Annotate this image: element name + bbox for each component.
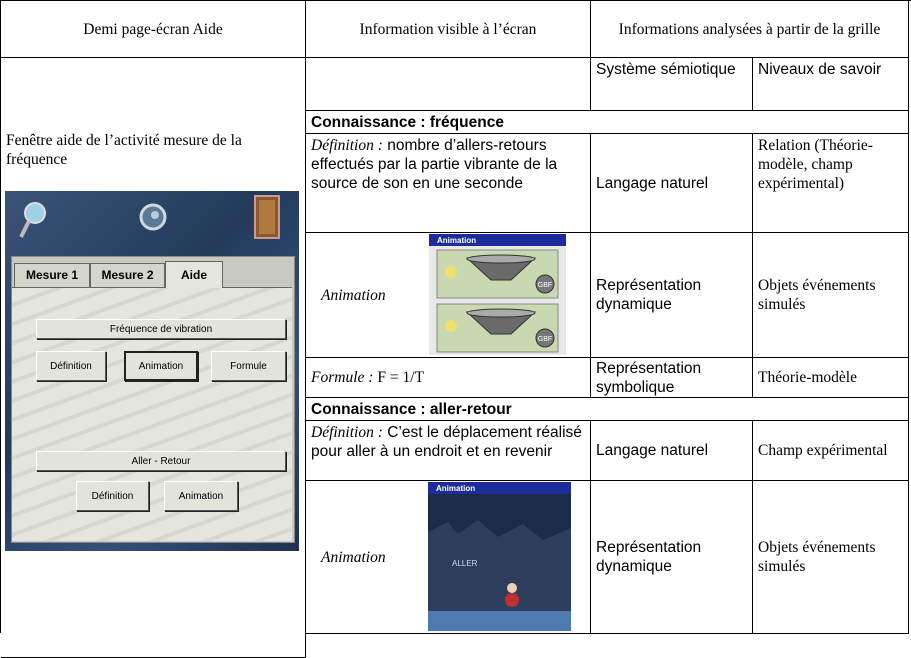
row-label: Définition : — [311, 424, 383, 441]
subheader-cell: Niveaux de savoir — [753, 58, 909, 111]
content-cell: Animation Animation ALLER — [306, 481, 591, 634]
character-head — [507, 583, 517, 593]
left-cell: Fenêtre aide de l’activité mesure de la … — [1, 58, 306, 658]
bulb — [445, 266, 457, 278]
system-text: Représentation dynamique — [596, 277, 702, 313]
tab[interactable]: Mesure 1 — [14, 263, 90, 287]
header-text: Informations analysées à partir de la gr… — [618, 20, 881, 38]
header-text: Information visible à l’écran — [359, 20, 537, 38]
level-cell: Objets événements simulés — [753, 233, 909, 358]
speaker-rim — [466, 254, 536, 264]
button[interactable]: Définition — [76, 481, 149, 511]
bulb — [445, 320, 457, 332]
level-cell: Champ expérimental — [753, 421, 909, 481]
row-text: nombre d’allers-retours effectués par la… — [311, 137, 558, 192]
system-text: Représentation dynamique — [596, 539, 702, 575]
left-caption: Fenêtre aide de l’activité mesure de la … — [6, 132, 242, 168]
tab[interactable]: Mesure 2 — [90, 263, 165, 287]
ground — [428, 611, 571, 631]
system-cell: Représentation dynamique — [591, 481, 753, 634]
level-cell: Objets événements simulés — [753, 481, 909, 634]
row-text: C’est le déplacement réalisé pour aller … — [311, 424, 582, 460]
header-text: Demi page-écran Aide — [83, 20, 223, 38]
header-cell: Information visible à l’écran — [306, 1, 591, 58]
section-title-cell: Connaissance : fréquence — [306, 111, 909, 134]
level-cell: Théorie-modèle — [753, 358, 909, 398]
button[interactable]: Définition — [36, 351, 106, 381]
system-cell: Langage naturel — [591, 421, 753, 481]
system-cell: Représentation symbolique — [591, 358, 753, 398]
header-cell: Demi page-écran Aide — [1, 1, 306, 58]
title-bar — [428, 482, 571, 494]
aller-label: ALLER — [452, 559, 478, 568]
toolbar-icons — [19, 195, 280, 239]
level-text: Relation (Théorie-modèle, champ expérime… — [758, 137, 873, 192]
button[interactable]: Fréquence de vibration — [36, 319, 286, 339]
screenshot: Mesure 1 Mesure 2 Aide Fréquence de vibr… — [5, 191, 299, 551]
subheader-cell: Système sémiotique — [591, 58, 753, 111]
gbf-knob — [535, 328, 555, 348]
row-text: F = 1/T — [377, 369, 425, 386]
system-cell: Représentation dynamique — [591, 233, 753, 358]
section-title-cell: Connaissance : aller-retour — [306, 398, 909, 421]
system-cell: Langage naturel — [591, 134, 753, 233]
button[interactable]: Formule — [211, 351, 286, 381]
image-title: Animation — [437, 236, 476, 245]
empty-cell — [306, 58, 591, 111]
system-text: Représentation symbolique — [596, 359, 702, 396]
content-cell: Définition : C’est le déplacement réalis… — [306, 421, 591, 481]
row-label: Animation — [321, 286, 386, 304]
animation-image: Animation ALLER — [428, 482, 571, 631]
level-text: Champ expérimental — [758, 442, 888, 459]
help-panel: Mesure 1 Mesure 2 Aide Fréquence de vibr… — [11, 256, 295, 543]
speaker-rim — [466, 308, 536, 318]
row-label: Définition : — [311, 137, 383, 154]
button[interactable]: Aller - Retour — [36, 451, 286, 471]
gbf-label: GBF — [538, 336, 552, 343]
button[interactable]: Animation — [124, 351, 198, 381]
button[interactable]: Animation — [164, 481, 238, 511]
content-cell: Formule :F = 1/T — [306, 358, 591, 398]
section-title: Connaissance : fréquence — [311, 114, 504, 131]
level-text: Objets événements simulés — [758, 539, 876, 575]
tab[interactable]: Aide — [165, 261, 223, 288]
character — [505, 593, 519, 607]
level-text: Théorie-modèle — [758, 369, 857, 386]
section-title: Connaissance : aller-retour — [311, 401, 512, 418]
system-text: Langage naturel — [596, 174, 709, 192]
level-cell: Relation (Théorie-modèle, champ expérime… — [753, 134, 909, 233]
level-text: Objets événements simulés — [758, 277, 876, 313]
content-cell: Animation Animation GBF GBF — [306, 233, 591, 358]
subheader-text: Système sémiotique — [596, 61, 736, 78]
row-label: Formule : — [311, 369, 374, 386]
animation-image: Animation GBF GBF — [429, 234, 566, 355]
title-bar — [429, 234, 566, 246]
gbf-knob — [535, 274, 555, 294]
header-cell: Informations analysées à partir de la gr… — [591, 1, 909, 58]
houses — [428, 520, 571, 631]
gbf-label: GBF — [538, 282, 552, 289]
row-label: Animation — [321, 548, 386, 566]
subheader-text: Niveaux de savoir — [758, 61, 882, 78]
image-title: Animation — [436, 484, 475, 493]
content-cell: Définition : nombre d’allers-retours eff… — [306, 134, 591, 233]
system-text: Langage naturel — [596, 442, 709, 459]
